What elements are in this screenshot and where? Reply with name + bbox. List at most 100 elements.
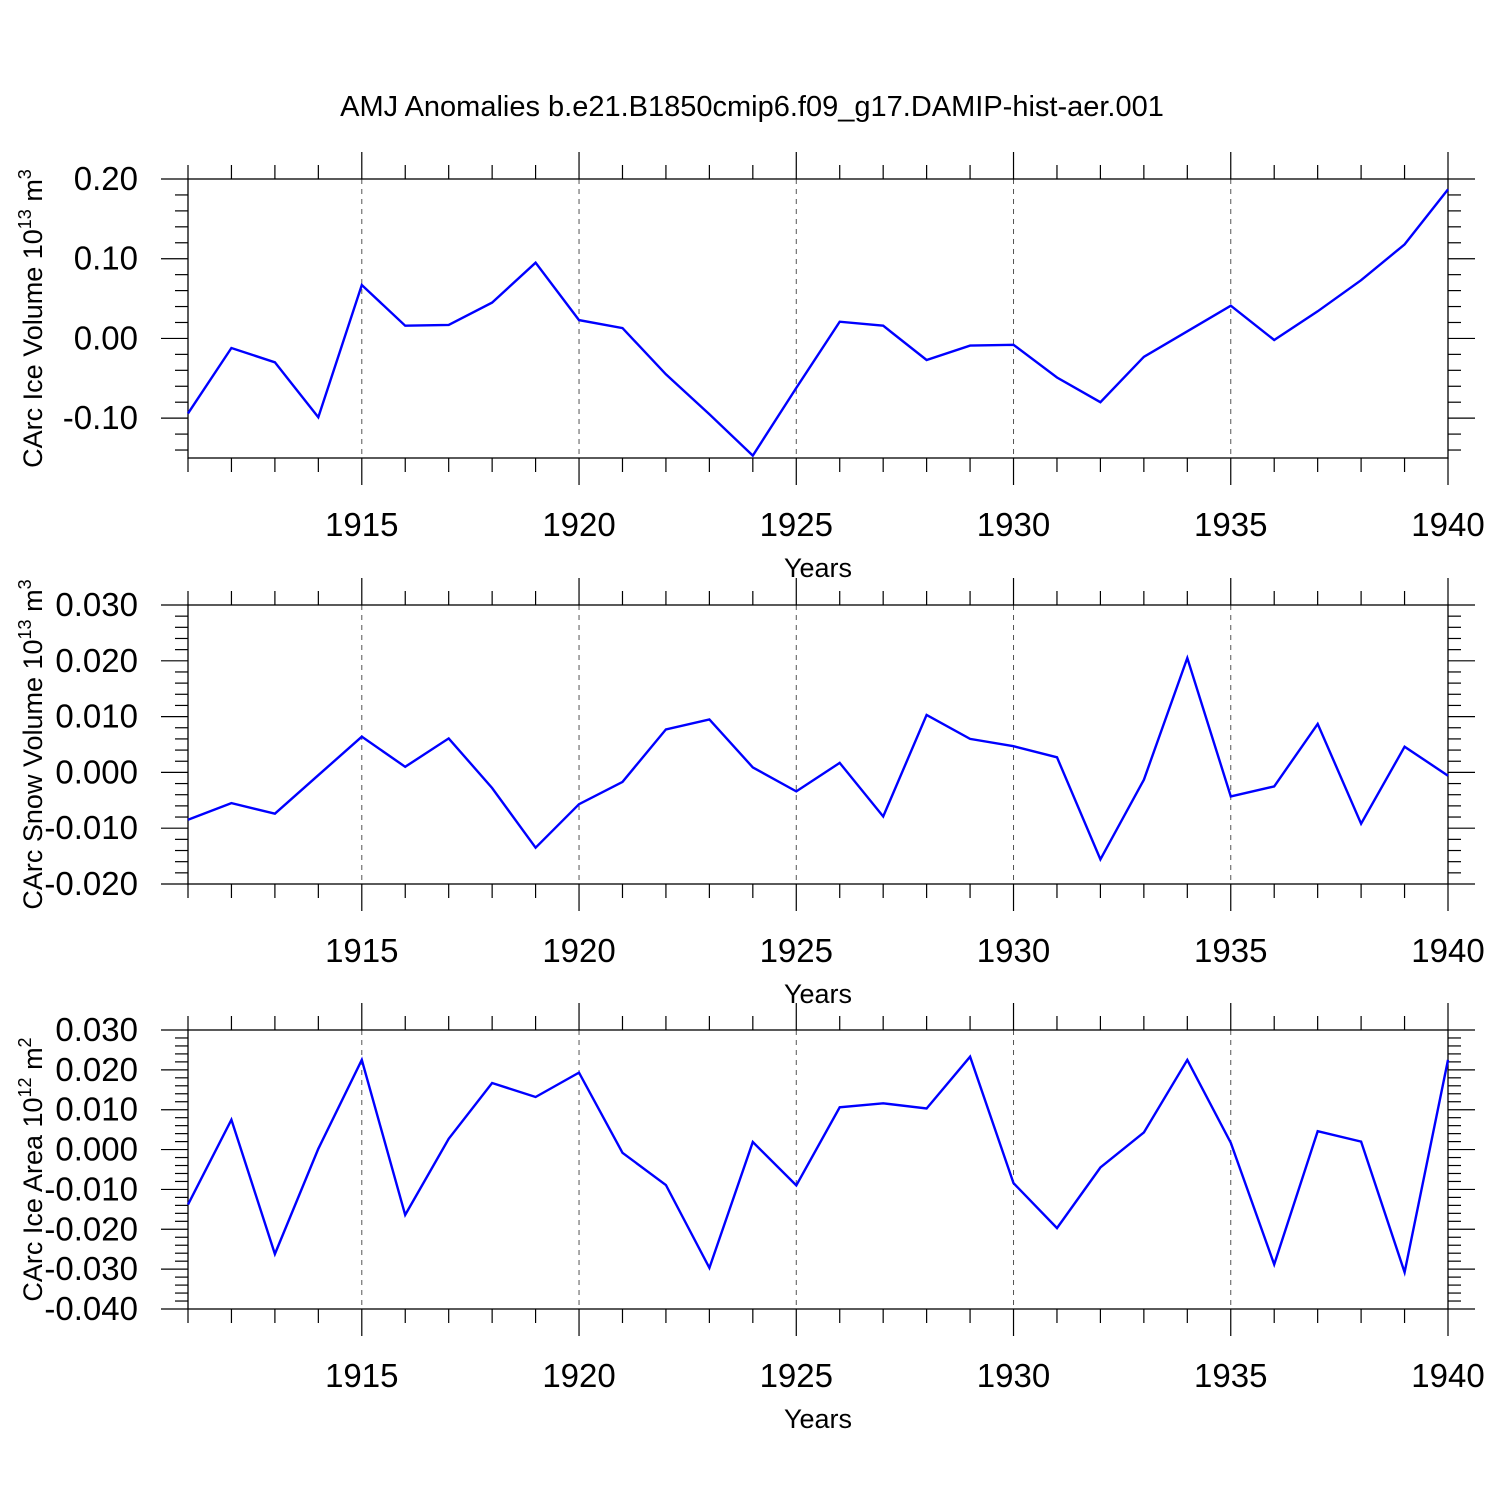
data-point-1918 [491, 787, 493, 789]
data-point-1927 [882, 815, 884, 817]
data-point-1924 [752, 1141, 754, 1143]
x-tick-label: 1925 [760, 932, 833, 969]
data-point-1926 [839, 762, 841, 764]
y-tick-label: 0.20 [74, 160, 138, 197]
data-point-1922 [665, 1184, 667, 1186]
x-tick-label: 1940 [1411, 1357, 1484, 1394]
y-tick-label: -0.030 [44, 1250, 138, 1287]
data-point-1927 [882, 1102, 884, 1104]
x-tick-label: 1915 [325, 506, 398, 543]
data-point-1911 [187, 1203, 189, 1205]
y-tick-label: -0.040 [44, 1290, 138, 1327]
y-axis-title-exponent: 13 [15, 619, 35, 639]
plot-frame [187, 1029, 1449, 1310]
data-point-1911 [187, 819, 189, 821]
data-point-1911 [187, 412, 189, 414]
data-point-1917 [447, 1138, 449, 1140]
data-point-1940 [1447, 1059, 1449, 1061]
data-point-1923 [708, 718, 710, 720]
data-point-1918 [491, 1082, 493, 1084]
data-point-1913 [274, 361, 276, 363]
x-tick-label: 1935 [1194, 506, 1267, 543]
data-point-1914 [317, 774, 319, 776]
x-tick-label: 1935 [1194, 1357, 1267, 1394]
data-point-1914 [317, 1148, 319, 1150]
y-tick-label: 0.020 [55, 1051, 138, 1088]
data-point-1918 [491, 301, 493, 303]
y-tick-label: 0.030 [55, 586, 138, 623]
y-tick-label: 0.000 [55, 753, 138, 790]
x-tick-label: 1920 [542, 932, 615, 969]
data-point-1912 [230, 802, 232, 804]
data-point-1914 [317, 416, 319, 418]
data-point-1926 [839, 1106, 841, 1108]
y-axis-title-main: CArc Snow Volume 10 [18, 639, 48, 909]
data-point-1928 [925, 714, 927, 716]
x-tick-label: 1925 [760, 1357, 833, 1394]
y-axis-title: CArc Snow Volume 1013 m3 [15, 579, 48, 909]
data-point-1920 [578, 1071, 580, 1073]
y-tick-label: 0.10 [74, 240, 138, 277]
y-axis-title-main: CArc Ice Volume 10 [18, 229, 48, 468]
data-point-1938 [1360, 1140, 1362, 1142]
data-point-1917 [447, 324, 449, 326]
data-point-1939 [1403, 1271, 1405, 1273]
data-point-1939 [1403, 243, 1405, 245]
data-point-1937 [1316, 310, 1318, 312]
data-point-1913 [274, 812, 276, 814]
data-point-1915 [361, 1059, 363, 1061]
x-tick-label: 1920 [542, 1357, 615, 1394]
data-point-1923 [708, 413, 710, 415]
x-tick-label: 1925 [760, 506, 833, 543]
data-point-1936 [1273, 1263, 1275, 1265]
x-tick-label: 1930 [977, 506, 1050, 543]
data-point-1931 [1056, 376, 1058, 378]
data-point-1930 [1012, 1182, 1014, 1184]
data-point-1933 [1143, 1131, 1145, 1133]
y-axis-title-exponent: 12 [15, 1077, 35, 1097]
data-point-1920 [578, 803, 580, 805]
data-point-1930 [1012, 745, 1014, 747]
data-point-1915 [361, 284, 363, 286]
data-point-1917 [447, 737, 449, 739]
y-tick-label: -0.020 [44, 1210, 138, 1247]
y-axis-title-main: CArc Ice Area 10 [18, 1097, 48, 1301]
x-axis-title: Years [784, 979, 852, 1009]
y-tick-label: -0.020 [44, 865, 138, 902]
data-point-1924 [752, 766, 754, 768]
y-axis-title-unit-exponent: 3 [15, 579, 35, 589]
y-axis-title-unit: m [18, 179, 48, 209]
data-point-1923 [708, 1267, 710, 1269]
data-point-1938 [1360, 823, 1362, 825]
data-point-1934 [1186, 1059, 1188, 1061]
data-point-1939 [1403, 746, 1405, 748]
data-point-1940 [1447, 775, 1449, 777]
data-point-1916 [404, 1214, 406, 1216]
x-tick-label: 1940 [1411, 506, 1484, 543]
data-point-1919 [534, 262, 536, 264]
y-tick-label: 0.020 [55, 642, 138, 679]
data-point-1937 [1316, 1130, 1318, 1132]
data-point-1921 [621, 327, 623, 329]
data-point-1919 [534, 847, 536, 849]
data-point-1921 [621, 1152, 623, 1154]
data-point-1940 [1447, 188, 1449, 190]
data-point-1924 [752, 454, 754, 456]
y-axis-title-unit-exponent: 3 [15, 169, 35, 179]
y-tick-label: 0.010 [55, 1091, 138, 1128]
y-tick-label: 0.00 [74, 319, 138, 356]
data-point-1932 [1099, 858, 1101, 860]
x-tick-label: 1920 [542, 506, 615, 543]
x-axis-title: Years [784, 553, 852, 583]
y-tick-label: -0.010 [44, 1170, 138, 1207]
panel-2: 0.030 0.020 0.010 0.000 -0.010 -0.020 1915 1920… [15, 578, 1485, 1009]
data-point-1916 [404, 324, 406, 326]
y-tick-label: 0.000 [55, 1131, 138, 1168]
y-tick-label: -0.010 [44, 809, 138, 846]
data-point-1921 [621, 781, 623, 783]
data-point-1936 [1273, 339, 1275, 341]
data-point-1928 [925, 359, 927, 361]
plot-frame [187, 178, 1449, 459]
x-tick-label: 1930 [977, 1357, 1050, 1394]
